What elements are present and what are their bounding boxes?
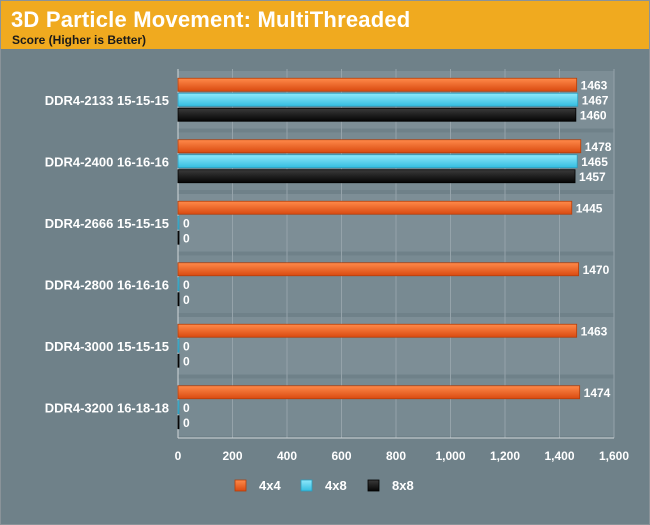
bar-4x4 <box>177 139 582 154</box>
bar-4x8 <box>177 400 180 415</box>
bar-4x8 <box>177 154 578 169</box>
legend-label: 4x8 <box>325 478 347 493</box>
data-label: 1467 <box>582 93 609 107</box>
data-label: 0 <box>183 231 190 245</box>
x-tick-label: 600 <box>331 449 351 463</box>
category-label: DDR4-2800 16-16-16 <box>45 277 169 292</box>
x-tick-label: 1,600 <box>599 449 629 463</box>
data-label: 1463 <box>581 324 608 338</box>
data-label: 0 <box>183 293 190 307</box>
bar-8x8 <box>177 107 577 122</box>
data-label: 0 <box>183 401 190 415</box>
x-tick-label: 400 <box>277 449 297 463</box>
bar-4x4 <box>177 262 579 277</box>
bar-4x8 <box>177 277 180 292</box>
data-label: 1470 <box>583 263 610 277</box>
legend-swatch <box>367 479 380 492</box>
bar-4x4 <box>177 323 578 338</box>
chart-header: 3D Particle Movement: MultiThreaded Scor… <box>1 1 649 49</box>
bar-4x4 <box>177 385 581 400</box>
bar-8x8 <box>177 415 180 430</box>
legend-label: 8x8 <box>392 478 414 493</box>
category-label: DDR4-3000 15-15-15 <box>45 339 169 354</box>
x-tick-label: 200 <box>222 449 242 463</box>
bar-8x8 <box>177 230 180 245</box>
category-label: DDR4-3200 16-18-18 <box>45 400 169 415</box>
category-label: DDR4-2133 15-15-15 <box>45 93 169 108</box>
bar-8x8 <box>177 353 180 368</box>
data-label: 0 <box>183 278 190 292</box>
category-label: DDR4-2666 15-15-15 <box>45 216 169 231</box>
data-label: 0 <box>183 354 190 368</box>
x-tick-label: 1,200 <box>490 449 520 463</box>
bar-4x8 <box>177 338 180 353</box>
bar-8x8 <box>177 292 180 307</box>
bar-4x8 <box>177 215 180 230</box>
x-tick-label: 0 <box>175 449 182 463</box>
legend-swatch <box>234 479 247 492</box>
bar-8x8 <box>177 169 576 184</box>
x-tick-label: 1,400 <box>544 449 574 463</box>
legend-swatch <box>300 479 313 492</box>
data-label: 1460 <box>580 108 607 122</box>
bar-4x8 <box>177 92 579 107</box>
data-label: 1457 <box>579 170 606 184</box>
data-label: 1474 <box>584 386 611 400</box>
category-label: DDR4-2400 16-16-16 <box>45 154 169 169</box>
chart-subtitle: Score (Higher is Better) <box>12 33 147 47</box>
bar-4x4 <box>177 200 573 215</box>
chart-title: 3D Particle Movement: MultiThreaded <box>11 7 411 32</box>
data-label: 0 <box>183 339 190 353</box>
bar-4x4 <box>177 77 578 92</box>
data-label: 0 <box>183 416 190 430</box>
legend-label: 4x4 <box>259 478 281 493</box>
data-label: 1465 <box>581 155 608 169</box>
data-label: 1463 <box>581 78 608 92</box>
data-label: 0 <box>183 216 190 230</box>
x-tick-label: 800 <box>386 449 406 463</box>
data-label: 1445 <box>576 201 603 215</box>
data-label: 1478 <box>585 140 612 154</box>
x-tick-label: 1,000 <box>435 449 465 463</box>
